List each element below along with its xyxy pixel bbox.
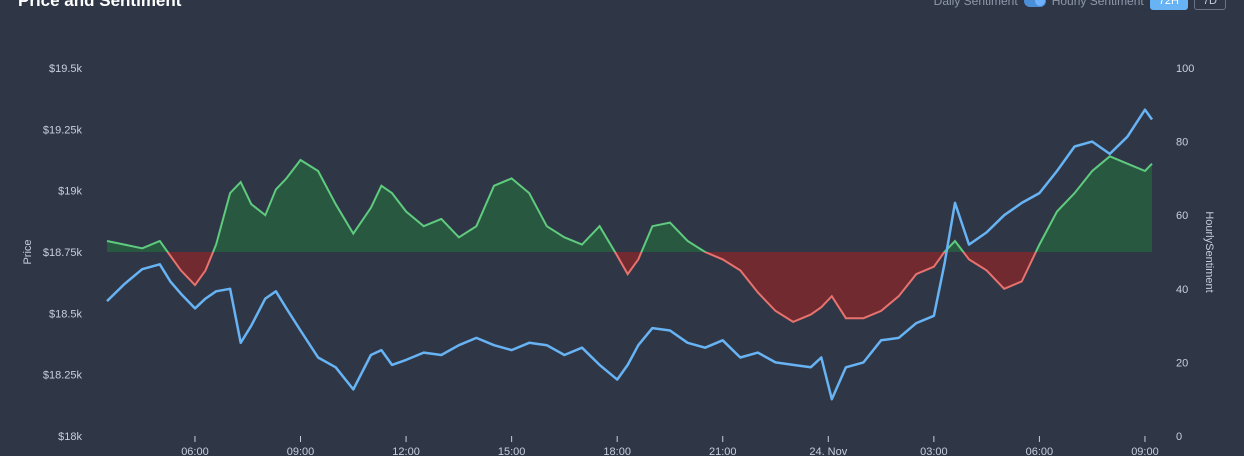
right-tick-label: 60 xyxy=(1176,210,1188,222)
x-tick-label: 09:00 xyxy=(287,446,315,456)
sentiment-series xyxy=(106,155,1153,324)
toggle-knob xyxy=(1034,0,1045,6)
right-tick-label: 40 xyxy=(1176,284,1188,296)
x-tick-label: 12:00 xyxy=(392,446,420,456)
x-tick-label: 06:00 xyxy=(1026,446,1054,456)
sentiment-toggle[interactable] xyxy=(1023,0,1046,7)
sentiment-positive-line xyxy=(106,155,1153,252)
x-tick-label: 24. Nov xyxy=(809,446,847,456)
right-tick-label: 0 xyxy=(1176,431,1182,443)
chart-title: Price and Sentiment xyxy=(18,0,182,10)
right-axis-ticks: 0 20 40 60 80 100 xyxy=(1176,63,1194,443)
left-axis-title: Price xyxy=(22,239,34,264)
x-tick-label: 18:00 xyxy=(603,446,631,456)
x-tick-label: 15:00 xyxy=(498,446,526,456)
left-tick-label: $18.75k xyxy=(43,247,83,259)
left-tick-label: $18k xyxy=(58,431,82,443)
right-tick-label: 100 xyxy=(1176,63,1194,75)
sentiment-positive-area xyxy=(107,156,1152,252)
left-tick-label: $18.25k xyxy=(43,370,83,382)
left-tick-label: $18.5k xyxy=(49,308,83,320)
left-axis-ticks: $18k $18.25k $18.5k $18.75k $19k $19.25k $19.5… xyxy=(43,63,83,443)
x-axis-ticks: 06:00 09:00 12:00 15:00 18:00 21:00 24. Nov 03:… xyxy=(181,436,1159,456)
right-tick-label: 80 xyxy=(1176,137,1188,149)
hourly-sentiment-label[interactable]: Hourly Sentiment xyxy=(1051,0,1144,8)
price-line xyxy=(106,108,1154,401)
right-tick-label: 20 xyxy=(1176,357,1188,369)
x-tick-label: 09:00 xyxy=(1131,446,1159,456)
left-tick-label: $19k xyxy=(58,186,82,198)
range-7d-button[interactable]: 7D xyxy=(1193,0,1226,10)
daily-sentiment-label[interactable]: Daily Sentiment xyxy=(933,0,1018,8)
right-axis-title: HourlySentiment xyxy=(1203,211,1215,292)
left-tick-label: $19.25k xyxy=(43,124,83,136)
x-tick-label: 21:00 xyxy=(709,446,737,456)
x-tick-label: 06:00 xyxy=(181,446,209,456)
sentiment-negative-area xyxy=(107,252,1152,322)
x-tick-label: 03:00 xyxy=(920,446,948,456)
left-tick-label: $19.5k xyxy=(49,63,83,75)
range-72h-button[interactable]: 72H xyxy=(1149,0,1188,10)
sentiment-negative-line xyxy=(166,252,1037,324)
sentiment-controls: Daily Sentiment Hourly Sentiment 72H 7D xyxy=(934,0,1226,10)
